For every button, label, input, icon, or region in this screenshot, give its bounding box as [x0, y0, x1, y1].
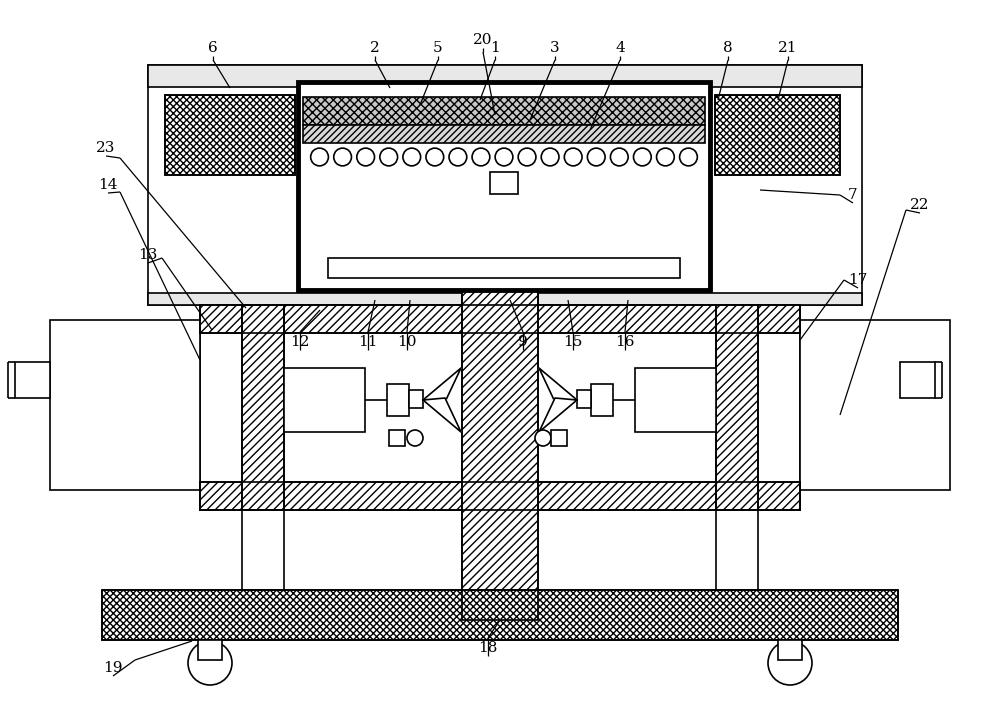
Text: 22: 22: [910, 198, 930, 212]
Text: 5: 5: [433, 41, 443, 55]
Bar: [551, 430, 567, 446]
Bar: [242, 305, 284, 510]
Bar: [635, 368, 716, 432]
Circle shape: [407, 430, 423, 446]
Circle shape: [518, 148, 536, 166]
Polygon shape: [539, 368, 577, 402]
Text: 21: 21: [778, 41, 798, 55]
Bar: [165, 95, 295, 175]
Bar: [148, 293, 862, 305]
Bar: [200, 305, 800, 510]
Circle shape: [380, 148, 398, 166]
Circle shape: [587, 148, 605, 166]
Bar: [298, 82, 710, 290]
Bar: [716, 305, 758, 510]
Text: 11: 11: [358, 335, 378, 349]
Bar: [389, 430, 405, 446]
Bar: [148, 65, 862, 87]
Bar: [200, 305, 800, 333]
Circle shape: [495, 148, 513, 166]
Circle shape: [610, 148, 628, 166]
Bar: [200, 305, 800, 333]
Text: 8: 8: [723, 41, 733, 55]
Bar: [242, 305, 284, 510]
Bar: [102, 590, 898, 640]
Polygon shape: [423, 398, 461, 432]
Bar: [102, 590, 898, 640]
Circle shape: [633, 148, 651, 166]
Bar: [409, 390, 423, 408]
Text: 12: 12: [290, 335, 310, 349]
Circle shape: [403, 148, 421, 166]
Bar: [462, 290, 538, 620]
Bar: [900, 362, 935, 398]
Bar: [165, 95, 295, 175]
Polygon shape: [423, 368, 461, 402]
Text: 18: 18: [478, 641, 498, 655]
Bar: [50, 320, 200, 490]
Bar: [778, 640, 802, 660]
Bar: [200, 482, 800, 510]
Polygon shape: [539, 398, 577, 432]
Text: 16: 16: [615, 335, 635, 349]
Text: 19: 19: [103, 661, 123, 675]
Circle shape: [535, 430, 551, 446]
Text: 2: 2: [370, 41, 380, 55]
Bar: [800, 320, 950, 490]
Circle shape: [657, 148, 674, 166]
Text: 6: 6: [208, 41, 218, 55]
Text: 1: 1: [490, 41, 500, 55]
Bar: [490, 172, 518, 194]
Circle shape: [449, 148, 467, 166]
Bar: [15, 362, 50, 398]
Bar: [715, 95, 840, 175]
Circle shape: [541, 148, 559, 166]
Circle shape: [188, 641, 232, 685]
Circle shape: [426, 148, 444, 166]
Bar: [462, 290, 538, 620]
Text: 20: 20: [473, 33, 493, 47]
Text: 15: 15: [563, 335, 583, 349]
Bar: [284, 368, 365, 432]
Bar: [198, 640, 222, 660]
Bar: [303, 97, 705, 125]
Text: 14: 14: [98, 178, 118, 192]
Bar: [387, 384, 409, 416]
Circle shape: [472, 148, 490, 166]
Bar: [148, 65, 862, 305]
Text: 13: 13: [138, 248, 158, 262]
Text: 17: 17: [848, 273, 868, 287]
Circle shape: [334, 148, 351, 166]
Text: 4: 4: [615, 41, 625, 55]
Bar: [716, 305, 758, 510]
Text: 9: 9: [518, 335, 528, 349]
Circle shape: [768, 641, 812, 685]
Bar: [328, 258, 680, 278]
Circle shape: [311, 148, 328, 166]
Text: 23: 23: [96, 141, 116, 155]
Bar: [577, 390, 591, 408]
Circle shape: [357, 148, 375, 166]
Bar: [591, 384, 613, 416]
Bar: [715, 95, 840, 175]
Bar: [303, 125, 705, 143]
Text: 10: 10: [397, 335, 417, 349]
Text: 3: 3: [550, 41, 560, 55]
Circle shape: [564, 148, 582, 166]
Text: 7: 7: [848, 188, 858, 202]
Circle shape: [680, 148, 697, 166]
Bar: [200, 482, 800, 510]
